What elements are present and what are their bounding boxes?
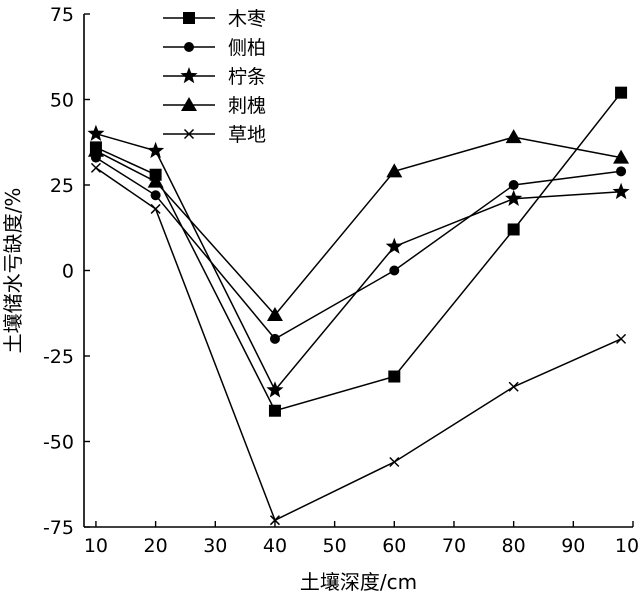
data-point [508,381,519,392]
x-marker-stroke [183,128,195,140]
data-point [616,333,627,344]
legend-item-2: 柠条 [163,66,266,88]
series-line [95,167,622,522]
x-marker-stroke [269,515,280,526]
x-tick-label: 90 [561,535,585,557]
data-point [508,180,519,190]
legend-item-4: 草地 [163,124,266,146]
data-point [147,141,165,159]
data-point [150,203,161,214]
data-point [389,456,400,468]
x-tick-label: 40 [263,535,287,557]
x-tick-label: 50 [323,535,347,557]
data-point [268,404,281,417]
x-marker-stroke [150,203,161,214]
x-marker-stroke [616,333,627,344]
data-point [612,182,630,200]
x-axis-title: 土壤深度/cm [300,570,417,594]
x-tick-label: 20 [144,535,168,557]
data-point [616,166,627,177]
data-point [613,149,630,164]
legend-label: 草地 [228,124,266,146]
legend-marker [183,12,195,24]
legend-item-1: 侧柏 [163,37,266,59]
series-0 [89,86,628,417]
data-point [147,173,164,188]
legend-item-3: 刺槐 [163,95,266,117]
data-point [388,370,401,383]
data-point [266,381,284,398]
x-marker-stroke [508,381,519,392]
series-line [95,136,622,317]
series-line [95,92,622,412]
data-point [505,129,522,144]
y-axis-title: 土壤储水亏缺度/% [1,188,25,354]
data-point [385,237,403,254]
y-tick-label: 75 [50,4,74,26]
legend-marker [183,128,195,140]
legend-marker [181,97,197,111]
data-point [150,190,161,201]
y-tick-label: 25 [50,175,74,197]
data-point [389,265,400,276]
x-marker-stroke [90,162,101,173]
x-marker-stroke [389,456,400,468]
legend-marker [184,42,194,52]
series-line [95,156,622,340]
series-2 [87,124,630,398]
data-point [269,333,280,344]
y-tick-label: -50 [43,432,74,454]
data-point [269,515,280,526]
data-point [507,223,520,236]
data-point [266,306,283,321]
y-tick-label: -75 [43,517,74,539]
series-3 [87,129,630,321]
x-tick-label: 60 [382,535,406,557]
x-tick-label: 80 [502,535,526,557]
x-tick-label: 100 [615,535,640,557]
data-point [90,162,101,173]
data-point [87,142,104,157]
y-tick-label: 0 [62,261,74,283]
series-1 [90,152,627,344]
legend-label: 木枣 [228,8,266,30]
data-point [505,189,523,206]
data-point [615,86,628,99]
data-point [386,163,403,178]
legend-label: 侧柏 [228,37,266,59]
axes: 10 20 30 40 50 60 70 80 90 100 75 50 25 0 -25 -50 -75 [43,4,640,557]
x-tick-label: 10 [84,535,108,557]
x-tick-label: 30 [203,535,227,557]
y-tick-label: 50 [50,90,74,112]
legend-marker [180,67,198,84]
series-line [95,132,622,392]
legend-item-0: 木枣 [163,8,266,30]
series-4 [90,162,627,526]
series-layer [87,86,630,526]
legend-label: 刺槐 [228,95,266,117]
x-tick-label: 70 [442,535,466,557]
data-point [87,124,105,141]
y-tick-label: -25 [43,346,74,368]
legend-label: 柠条 [228,66,266,88]
